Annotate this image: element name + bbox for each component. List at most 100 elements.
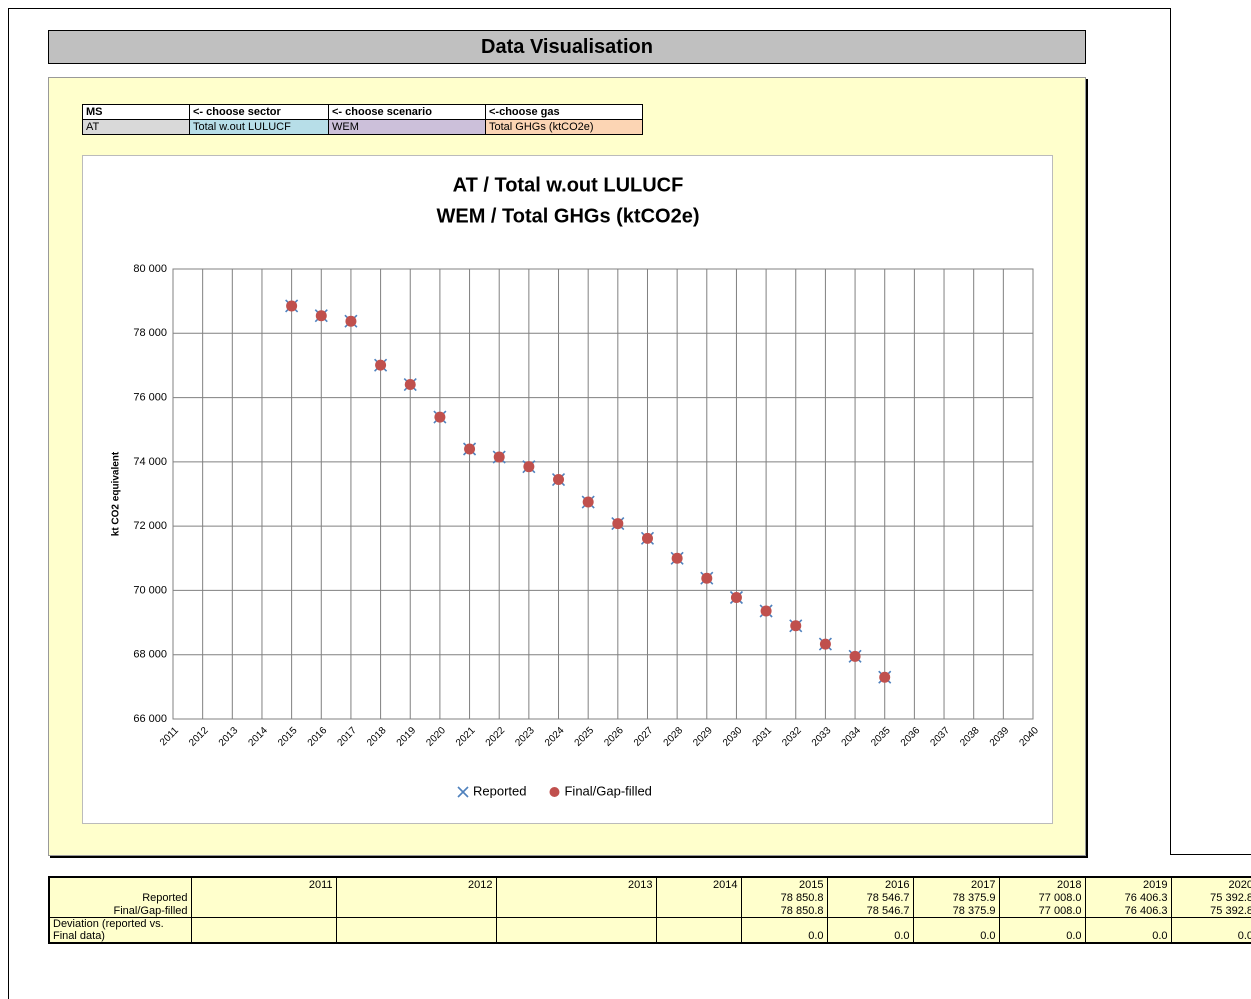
year-header: 2015 xyxy=(740,877,827,891)
legend-marker xyxy=(549,787,560,797)
legend-label: Final/Gap-filled xyxy=(564,783,651,798)
marker-circle xyxy=(523,461,535,473)
empty-cell xyxy=(495,917,656,943)
x-tick-label: 2034 xyxy=(840,725,864,749)
empty-cell xyxy=(335,891,496,904)
x-tick-label: 2030 xyxy=(721,725,745,749)
y-tick-label: 74 000 xyxy=(133,456,167,468)
row-label: Final/Gap-filled xyxy=(48,904,191,918)
value-cell: 75 392.8 xyxy=(1170,891,1251,904)
chart-title: AT / Total w.out LULUCF xyxy=(453,174,684,196)
value-cell: 78 546.7 xyxy=(826,904,913,918)
y-tick-label: 66 000 xyxy=(133,713,167,725)
value-cell: 77 008.0 xyxy=(998,891,1085,904)
selector-header: MS xyxy=(82,104,190,120)
value-cell: 0.0 xyxy=(1170,917,1251,943)
marker-circle xyxy=(701,572,713,584)
empty-cell xyxy=(190,917,336,943)
value-cell: 76 406.3 xyxy=(1084,904,1171,918)
selector-header: <-choose gas xyxy=(485,104,643,120)
marker-circle xyxy=(819,638,831,650)
x-tick-label: 2031 xyxy=(751,725,775,749)
x-tick-label: 2026 xyxy=(602,725,626,749)
x-tick-label: 2028 xyxy=(662,725,686,749)
data-row: Final/Gap-filled 78 850.8 78 546.7 78 375.9… xyxy=(48,904,1251,918)
empty-cell xyxy=(655,904,741,918)
x-tick-label: 2012 xyxy=(187,725,211,749)
value-cell: 0.0 xyxy=(998,917,1085,943)
value-cell: 76 406.3 xyxy=(1084,891,1171,904)
marker-circle xyxy=(582,496,594,508)
value-cell: 78 850.8 xyxy=(740,904,827,918)
y-tick-label: 72 000 xyxy=(133,520,167,532)
legend-label: Reported xyxy=(473,783,526,798)
marker-circle xyxy=(434,411,446,423)
empty-cell xyxy=(190,904,336,918)
year-header: 2020 xyxy=(1170,877,1251,891)
marker-circle xyxy=(404,379,416,391)
chart: AT / Total w.out LULUCF WEM / Total GHGs… xyxy=(82,155,1053,824)
x-tick-label: 2016 xyxy=(306,725,330,749)
series xyxy=(286,300,891,683)
marker-circle xyxy=(760,605,772,617)
marker-circle xyxy=(671,552,683,564)
legend-item: Reported xyxy=(457,783,526,798)
y-tick-label: 80 000 xyxy=(133,263,167,275)
data-row: Reported 78 850.8 78 546.7 78 375.9 77 008.0… xyxy=(48,891,1251,904)
value-cell: 0.0 xyxy=(1084,917,1171,943)
header-row: 2011 2012 2013 2014 2015 2016 2017 2018 2019 2020 xyxy=(48,877,1251,891)
marker-circle xyxy=(879,671,891,683)
selector-header: <- choose scenario xyxy=(328,104,486,120)
empty-cell xyxy=(335,904,496,918)
x-tick-label: 2040 xyxy=(1017,725,1041,749)
selector-value[interactable]: Total w.out LULUCF xyxy=(189,119,329,135)
value-cell: 0.0 xyxy=(912,917,999,943)
x-tick-label: 2022 xyxy=(484,725,508,749)
empty-cell xyxy=(655,891,741,904)
value-cell: 77 008.0 xyxy=(998,904,1085,918)
x-tick-label: 2014 xyxy=(246,725,270,749)
marker-circle xyxy=(315,310,327,322)
marker-circle xyxy=(345,315,357,327)
marker-circle xyxy=(286,300,298,312)
year-header: 2016 xyxy=(826,877,913,891)
marker-circle xyxy=(464,443,476,455)
x-tick-label: 2033 xyxy=(810,725,834,749)
value-cell: 78 546.7 xyxy=(826,891,913,904)
row-label: Reported xyxy=(48,891,191,904)
x-tick-label: 2011 xyxy=(158,725,181,748)
value-cell: 78 850.8 xyxy=(740,891,827,904)
x-tick-label: 2024 xyxy=(543,725,567,749)
x-tick-label: 2023 xyxy=(513,725,537,749)
year-header: 2013 xyxy=(495,877,656,891)
year-header: 2014 xyxy=(655,877,741,891)
sheet-frame xyxy=(8,8,1171,999)
y-tick-label: 78 000 xyxy=(133,327,167,339)
corner-cell xyxy=(48,877,191,891)
x-tick-label: 2032 xyxy=(780,725,804,749)
selector-value[interactable]: AT xyxy=(82,119,190,135)
x-tick-label: 2029 xyxy=(691,725,715,749)
empty-cell xyxy=(495,891,656,904)
plot-border xyxy=(172,268,1034,720)
empty-cell xyxy=(655,917,741,943)
selector-header: <- choose sector xyxy=(189,104,329,120)
x-tick-label: 2018 xyxy=(365,725,389,749)
x-tick-label: 2025 xyxy=(573,725,597,749)
marker-circle xyxy=(730,592,742,603)
value-cell: 78 375.9 xyxy=(912,904,999,918)
selector-value[interactable]: WEM xyxy=(328,119,486,135)
value-cell: 0.0 xyxy=(826,917,913,943)
x-tick-label: 2036 xyxy=(899,725,923,749)
year-header: 2012 xyxy=(335,877,496,891)
marker-circle xyxy=(641,532,653,544)
y-tick-label: 76 000 xyxy=(133,391,167,403)
value-cell: 75 392.8 xyxy=(1170,904,1251,918)
x-tick-label: 2037 xyxy=(929,725,953,749)
selector-value[interactable]: Total GHGs (ktCO2e) xyxy=(485,119,643,135)
x-tick-label: 2015 xyxy=(276,725,300,749)
marker-circle xyxy=(375,359,387,371)
chart-title: WEM / Total GHGs (ktCO2e) xyxy=(437,205,700,227)
selector: MS <- choose sector <- choose scenario <-ch… xyxy=(82,104,643,135)
